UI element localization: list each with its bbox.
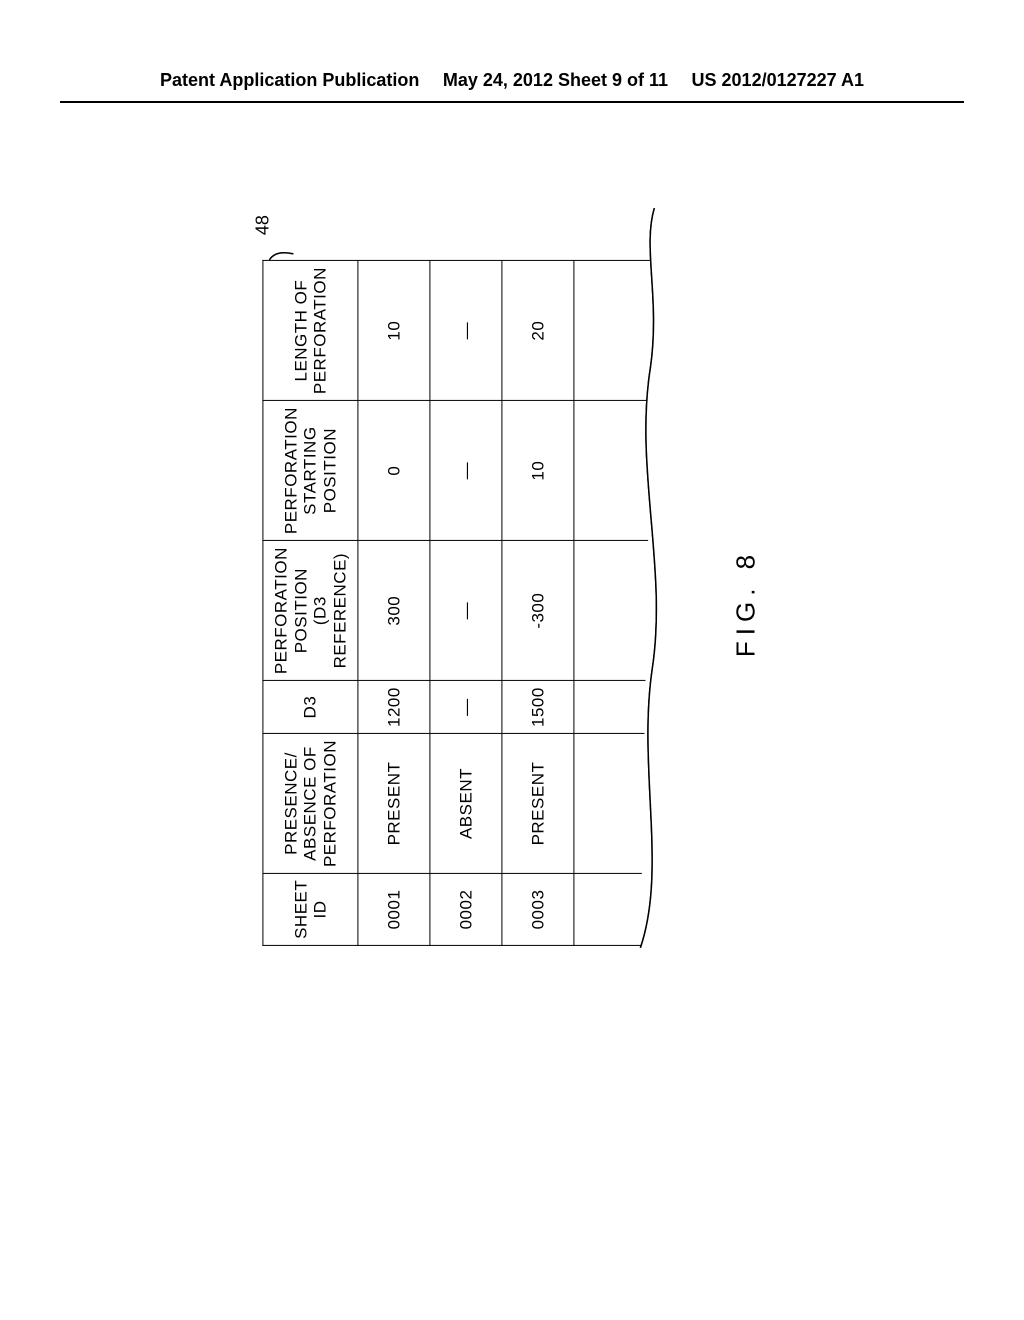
page-header: Patent Application Publication May 24, 2… — [60, 0, 964, 103]
figure-caption: FIG. 8 — [731, 260, 762, 946]
col-header-d3: D3 — [263, 681, 358, 734]
col-header-sheet-id: SHEET ID — [263, 874, 358, 946]
cell: PRESENT — [358, 734, 430, 874]
cell: 0003 — [502, 874, 574, 946]
table-header-row: SHEET ID PRESENCE/ABSENCE OFPERFORATION … — [263, 261, 358, 946]
col-header-position: PERFORATIONPOSITION(D3 REFERENCE) — [263, 541, 358, 681]
cell: -300 — [502, 541, 574, 681]
table-row-torn — [574, 261, 671, 946]
figure-wrapper: 48 SHEET ID PRESENCE/ABSENCE OFPERFORATI… — [262, 260, 761, 946]
cell: ABSENT — [430, 734, 502, 874]
cell: — — [430, 681, 502, 734]
cell: 300 — [358, 541, 430, 681]
cell: — — [430, 261, 502, 401]
content-area: 48 SHEET ID PRESENCE/ABSENCE OFPERFORATI… — [0, 103, 1024, 1103]
cell: 0001 — [358, 874, 430, 946]
cell: — — [430, 541, 502, 681]
cell-empty — [574, 874, 671, 946]
header-center: May 24, 2012 Sheet 9 of 11 — [443, 70, 668, 91]
cell: — — [430, 401, 502, 541]
cell: PRESENT — [502, 734, 574, 874]
cell-empty — [574, 734, 671, 874]
cell: 1200 — [358, 681, 430, 734]
cell: 1500 — [502, 681, 574, 734]
col-header-presence: PRESENCE/ABSENCE OFPERFORATION — [263, 734, 358, 874]
cell-empty — [574, 681, 671, 734]
perforation-table: SHEET ID PRESENCE/ABSENCE OFPERFORATION … — [262, 260, 670, 946]
cell-empty — [574, 261, 671, 401]
header-right: US 2012/0127227 A1 — [692, 70, 864, 91]
cell: 0002 — [430, 874, 502, 946]
cell-empty — [574, 541, 671, 681]
reference-number: 48 — [252, 215, 273, 235]
col-header-starting: PERFORATIONSTARTINGPOSITION — [263, 401, 358, 541]
table-row: 0001 PRESENT 1200 300 0 10 — [358, 261, 430, 946]
cell-empty — [574, 401, 671, 541]
table-row: 0003 PRESENT 1500 -300 10 20 — [502, 261, 574, 946]
reference-curve-icon — [267, 242, 295, 262]
table-container: 48 SHEET ID PRESENCE/ABSENCE OFPERFORATI… — [262, 260, 670, 946]
table-row: 0002 ABSENT — — — — — [430, 261, 502, 946]
col-header-length: LENGTH OFPERFORATION — [263, 261, 358, 401]
cell: 10 — [358, 261, 430, 401]
header-left: Patent Application Publication — [160, 70, 419, 91]
cell: 20 — [502, 261, 574, 401]
cell: 0 — [358, 401, 430, 541]
cell: 10 — [502, 401, 574, 541]
